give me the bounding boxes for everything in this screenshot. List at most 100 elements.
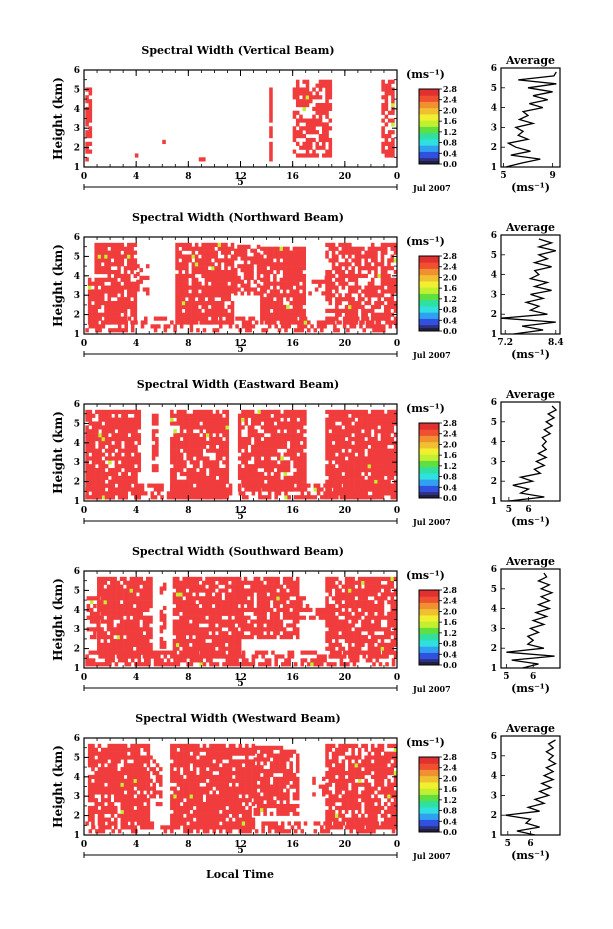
heatmap-cell [159,590,164,595]
heatmap-cell [241,436,245,442]
heatmap-cell [136,588,140,593]
heatmap-cell [263,635,267,640]
heatmap-cell [240,592,245,597]
heatmap-cell [215,483,220,488]
heatmap-cell [163,324,168,329]
heatmap-cell [328,145,333,150]
heatmap-cell [132,584,137,589]
heatmap-cell [204,308,209,313]
heatmap-cell [302,607,307,613]
heatmap-cell [194,285,199,290]
average-y-tick-label: 1 [491,163,497,173]
heatmap-cell [140,483,145,488]
heatmap-cell [215,425,220,430]
heatmap-cell [198,615,203,620]
heatmap-cell [191,293,196,298]
heatmap-cell [117,409,122,414]
heatmap-cell [331,293,336,298]
heatmap-cell [228,603,232,609]
heatmap-cell [344,460,349,465]
heatmap-cell [108,440,112,446]
heatmap-cell [361,425,365,430]
heatmap-cell [133,312,138,317]
heatmap-cell [130,324,135,329]
heatmap-cell [318,110,323,115]
heatmap-cell [292,91,297,96]
heatmap-cell [241,495,246,500]
heatmap-cell [172,592,177,597]
heatmap-cell [341,596,346,601]
heatmap-cell [370,456,375,461]
heatmap-cell [198,316,202,321]
heatmap-cell [280,483,285,488]
heatmap-cell [276,615,280,620]
heatmap-cell [204,316,209,321]
heatmap-cell [393,304,398,310]
heatmap-cell [130,262,134,267]
heatmap-cell [283,433,288,438]
heatmap-cell [176,433,181,438]
heatmap-cell [367,421,372,426]
heatmap-cell [267,444,271,449]
heatmap-cell [240,584,245,589]
heatmap-cell [123,619,127,624]
heatmap-cell [351,304,355,310]
heatmap-cell [250,588,254,593]
heatmap-cell [374,429,378,434]
heatmap-cell [116,580,121,585]
heatmap-cell [325,600,329,605]
heatmap-cell [133,304,138,310]
heatmap-cell [94,297,98,302]
heatmap-cell [97,627,101,632]
heatmap-cell [179,460,184,465]
heatmap-cell [247,291,251,296]
heatmap-cell [98,456,102,461]
heatmap-cell [292,611,297,616]
heatmap-cell [381,118,385,123]
heatmap-cell [380,250,385,255]
heatmap-cell [222,440,226,446]
heatmap-cell [260,615,264,620]
heatmap-cell [183,471,187,477]
heatmap-cell [391,483,396,488]
heatmap-cell [145,646,150,651]
heatmap-cell [348,479,352,484]
heatmap-cell [273,316,277,321]
heatmap-cell [116,623,121,628]
heatmap-cell [189,452,194,457]
heatmap-cell [283,417,288,422]
heatmap-cell [321,279,325,284]
heatmap-cell [325,576,329,581]
heatmap-cell [110,304,115,310]
heatmap-cell [111,448,115,453]
heatmap-cell [267,483,272,488]
heatmap-cell [299,433,304,438]
heatmap-cell [374,471,378,477]
heatmap-cell [387,118,392,123]
y-tick-label: 2 [74,478,80,488]
heatmap-cell [211,242,215,247]
heatmap-cell [94,277,98,282]
heatmap-cell [181,285,186,290]
heatmap-cell [267,425,271,430]
heatmap-cell [367,289,372,294]
heatmap-cell [130,250,134,255]
heatmap-cell [286,413,291,418]
heatmap-cell [181,281,186,286]
heatmap-cell [130,246,134,251]
heatmap-cell [302,118,307,123]
heatmap-cell [250,417,255,422]
heatmap-cell [344,425,349,430]
heatmap-cell [344,623,349,628]
heatmap-cell [189,328,194,333]
heatmap-cell [181,293,186,298]
heatmap-cell [130,440,135,446]
heatmap-cell [370,266,375,271]
heatmap-cell [299,464,304,469]
heatmap-cell [185,269,189,275]
heatmap-cell [354,258,359,263]
heatmap-cell [204,273,209,279]
heatmap-cell [234,627,239,632]
heatmap-cell [208,619,213,624]
heatmap-cell [341,646,346,651]
